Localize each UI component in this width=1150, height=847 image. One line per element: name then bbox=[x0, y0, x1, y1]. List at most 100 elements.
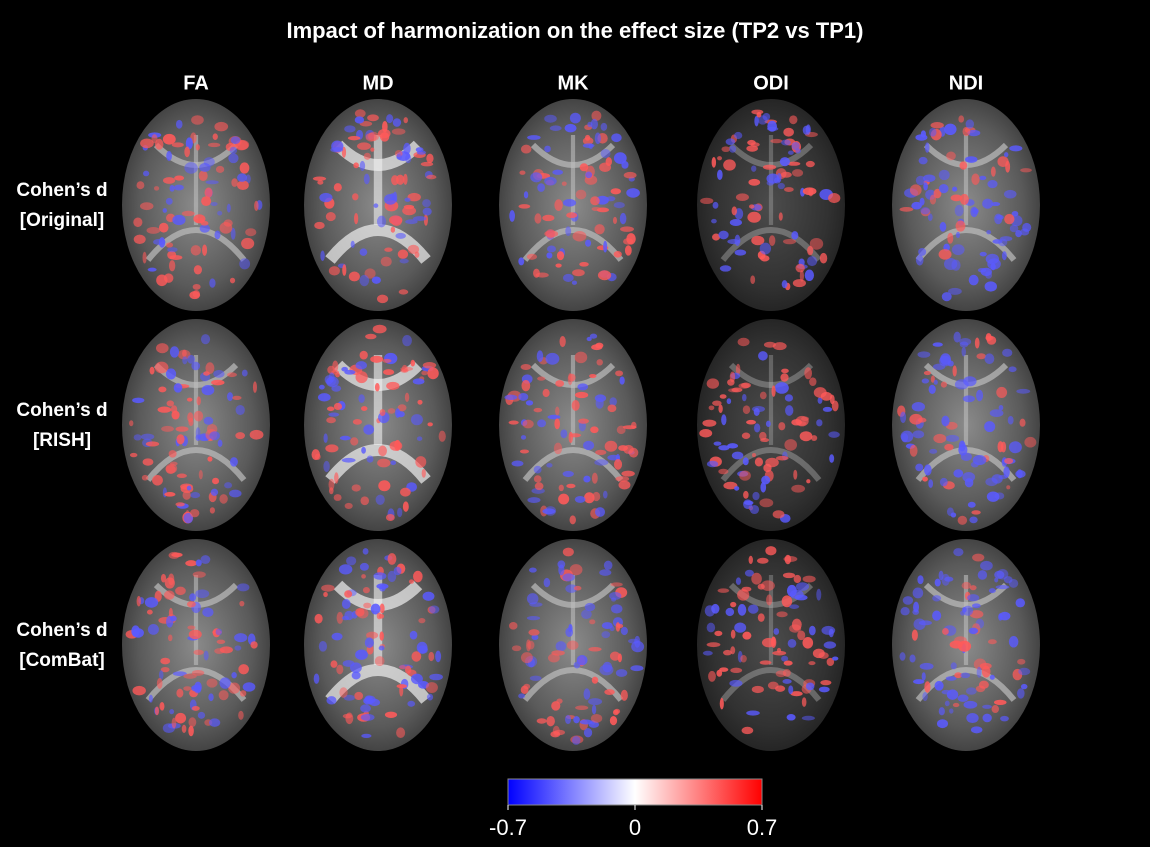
effect-spot bbox=[211, 202, 218, 206]
effect-spot bbox=[565, 715, 571, 724]
effect-spot bbox=[329, 266, 340, 275]
brain-map bbox=[499, 319, 647, 531]
effect-spot bbox=[730, 646, 735, 654]
colorbar-tick-label: 0.7 bbox=[747, 815, 778, 840]
effect-spot bbox=[569, 433, 581, 437]
effect-spot bbox=[220, 222, 233, 234]
effect-spot bbox=[439, 431, 446, 442]
effect-spot bbox=[361, 734, 371, 738]
effect-spot bbox=[594, 224, 604, 234]
row-label: [ComBat] bbox=[19, 650, 105, 671]
effect-spot bbox=[386, 114, 393, 123]
effect-spot bbox=[1020, 168, 1032, 172]
effect-spot bbox=[778, 422, 785, 430]
effect-spot bbox=[975, 337, 980, 348]
effect-spot bbox=[950, 641, 963, 649]
effect-spot bbox=[922, 692, 927, 701]
effect-spot bbox=[583, 143, 595, 148]
effect-spot bbox=[773, 510, 785, 518]
effect-spot bbox=[422, 469, 426, 478]
effect-spot bbox=[922, 477, 928, 482]
effect-spot bbox=[415, 456, 426, 468]
effect-spot bbox=[742, 394, 747, 401]
effect-spot bbox=[775, 382, 789, 394]
effect-spot bbox=[752, 453, 756, 457]
effect-spot bbox=[130, 453, 138, 457]
effect-spot bbox=[411, 360, 416, 367]
effect-spot bbox=[576, 190, 587, 200]
effect-spot bbox=[791, 231, 798, 239]
effect-spot bbox=[408, 245, 419, 254]
effect-spot bbox=[570, 515, 576, 524]
effect-spot bbox=[718, 231, 728, 240]
effect-spot bbox=[344, 590, 352, 598]
effect-spot bbox=[209, 278, 215, 287]
effect-spot bbox=[550, 731, 560, 737]
effect-spot bbox=[509, 622, 517, 630]
effect-spot bbox=[164, 590, 175, 599]
effect-spot bbox=[326, 696, 336, 704]
effect-spot bbox=[377, 216, 386, 228]
effect-spot bbox=[358, 394, 364, 403]
effect-spot bbox=[789, 624, 801, 632]
effect-spot bbox=[234, 633, 247, 642]
effect-spot bbox=[573, 231, 587, 241]
effect-spot bbox=[952, 187, 957, 192]
effect-spot bbox=[524, 191, 528, 198]
effect-spot bbox=[219, 677, 230, 688]
effect-spot bbox=[819, 687, 830, 693]
effect-spot bbox=[613, 709, 619, 715]
effect-spot bbox=[990, 409, 1004, 417]
effect-spot bbox=[802, 697, 807, 707]
effect-spot bbox=[360, 161, 365, 171]
effect-spot bbox=[920, 663, 934, 670]
effect-spot bbox=[551, 650, 565, 655]
effect-spot bbox=[528, 629, 539, 636]
effect-spot bbox=[776, 456, 789, 461]
effect-spot bbox=[776, 611, 787, 617]
effect-spot bbox=[784, 187, 794, 192]
effect-spot bbox=[788, 685, 793, 694]
effect-spot bbox=[224, 482, 232, 488]
effect-spot bbox=[166, 616, 173, 628]
effect-spot bbox=[939, 170, 950, 180]
effect-spot bbox=[624, 172, 637, 179]
effect-spot bbox=[375, 383, 380, 391]
effect-spot bbox=[334, 403, 342, 410]
effect-spot bbox=[558, 494, 569, 505]
effect-spot bbox=[946, 676, 957, 681]
effect-spot bbox=[793, 470, 797, 480]
effect-spot bbox=[166, 242, 173, 247]
effect-spot bbox=[360, 704, 371, 712]
effect-spot bbox=[343, 660, 355, 667]
effect-spot bbox=[800, 431, 813, 441]
effect-spot bbox=[166, 151, 172, 161]
effect-spot bbox=[342, 458, 356, 463]
effect-spot bbox=[355, 116, 364, 123]
effect-spot bbox=[129, 420, 133, 426]
effect-spot bbox=[182, 350, 187, 357]
effect-spot bbox=[427, 694, 433, 701]
effect-spot bbox=[176, 689, 183, 698]
effect-spot bbox=[545, 506, 556, 516]
effect-spot bbox=[353, 162, 359, 168]
effect-spot bbox=[966, 119, 974, 128]
effect-spot bbox=[378, 480, 390, 491]
effect-spot bbox=[603, 662, 613, 673]
effect-spot bbox=[793, 279, 806, 287]
effect-spot bbox=[367, 114, 379, 121]
row-label: Cohen’s d bbox=[16, 400, 107, 421]
effect-spot bbox=[182, 211, 195, 216]
effect-spot bbox=[913, 679, 924, 684]
effect-spot bbox=[923, 182, 928, 190]
effect-spot bbox=[556, 641, 567, 651]
effect-spot bbox=[330, 660, 337, 668]
effect-spot bbox=[944, 577, 953, 582]
effect-spot bbox=[193, 650, 203, 655]
effect-spot bbox=[360, 351, 368, 360]
effect-spot bbox=[187, 486, 192, 491]
effect-spot bbox=[527, 135, 541, 140]
effect-spot bbox=[924, 464, 932, 475]
effect-spot bbox=[565, 226, 571, 236]
effect-spot bbox=[986, 230, 991, 234]
